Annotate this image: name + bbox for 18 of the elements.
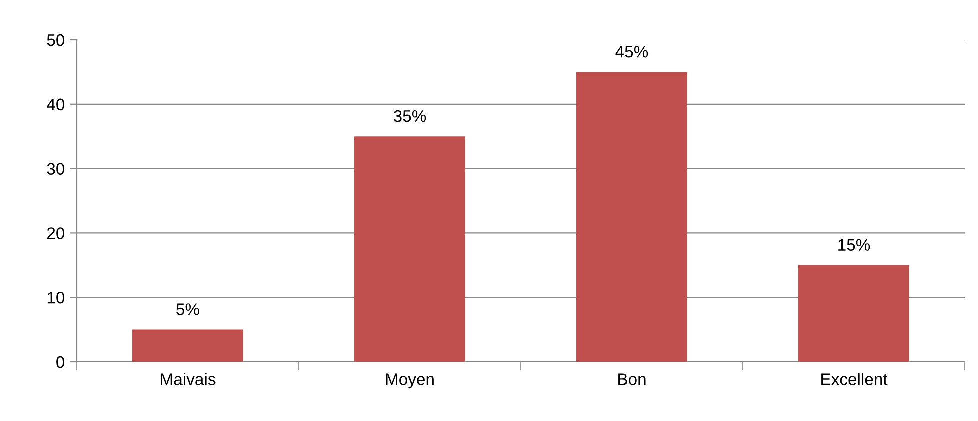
y-tick-label: 30 [47, 163, 65, 176]
x-tick-label: Bon [618, 374, 646, 386]
x-tick-label: Excellent [822, 373, 888, 386]
data-label: 45% [616, 46, 648, 58]
bar [798, 265, 910, 362]
data-label: 15% [838, 239, 870, 251]
y-tick-label: 40 [47, 98, 65, 111]
y-tick-label: 10 [48, 292, 65, 304]
bar [132, 330, 244, 362]
data-label: 5% [176, 304, 200, 316]
y-tick-label: 0 [56, 356, 65, 368]
x-tick-label: Moyen [386, 374, 434, 389]
y-tick-label: 50 [47, 34, 65, 46]
bar [354, 136, 466, 362]
y-tick-label: 20 [47, 228, 65, 240]
x-tick-label: Maivais [161, 373, 216, 386]
bar [576, 72, 688, 362]
data-label: 35% [394, 110, 426, 122]
